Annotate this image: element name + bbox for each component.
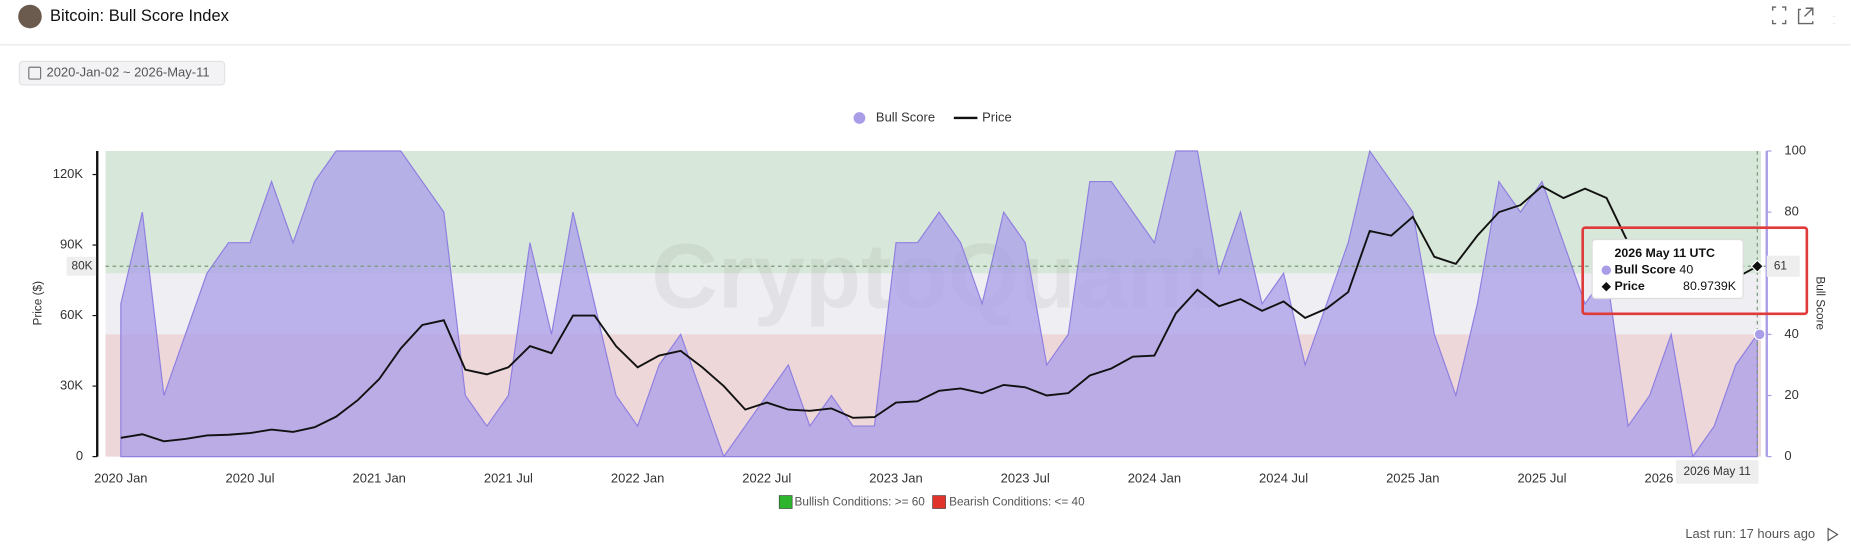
tooltip-name: Bull Score [1615, 262, 1676, 276]
crosshair-x-box [1675, 460, 1759, 484]
crosshair-y2-label: 61 [1774, 259, 1787, 272]
calendar-icon [28, 66, 42, 80]
date-range-box[interactable] [18, 60, 226, 86]
y2-tick-label: 40 [1784, 326, 1798, 341]
band-legend-label: Bullish Conditions: >= 60 [795, 496, 926, 509]
price-point [1750, 259, 1765, 274]
x-tick-label: 2024 Jan [1128, 470, 1181, 485]
y2-tick-label: 0 [1784, 448, 1791, 463]
legend-label: Price [982, 109, 1012, 124]
y-axis-title: Price ($) [31, 281, 44, 326]
tooltip-name: Price [1615, 279, 1645, 293]
bull-score-area [120, 149, 1758, 459]
tooltip-marker [1601, 265, 1612, 275]
x-tick-label: 2023 Jan [869, 470, 922, 485]
toolbar[interactable] [1771, 6, 1836, 25]
band-legend-label: Bearish Conditions: <= 40 [949, 496, 1085, 509]
band-legend-marker [778, 495, 793, 509]
highlight-box [1581, 226, 1809, 316]
x-tick-label: 2020 Jan [94, 470, 147, 485]
run-icon[interactable] [1827, 527, 1839, 542]
y2-tick-label: 20 [1784, 387, 1798, 402]
x-tick-label: 2022 Jan [611, 470, 664, 485]
x-tick-label: 2021 Jan [353, 470, 406, 485]
x-tick-label: 2020 Jul [226, 470, 275, 485]
band-legend-marker [932, 495, 946, 509]
x-tick-label: 2023 Jul [1001, 470, 1050, 485]
y-tick-label: 60K [60, 307, 83, 322]
crosshair-x-label: 2026 May 11 [1684, 465, 1751, 478]
price-line [120, 185, 1758, 443]
page-title: Bitcoin: Bull Score Index [50, 7, 230, 25]
fullscreen-icon[interactable] [1771, 6, 1787, 25]
tooltip-value: 40 [1679, 262, 1693, 276]
tooltip-value: 80.9739K [1683, 279, 1737, 293]
x-tick-label: 2021 Jul [484, 470, 533, 485]
tooltip-marker [1601, 281, 1612, 292]
last-run: Last run: 17 hours ago [1685, 526, 1815, 541]
x-tick-label: 2022 Jul [742, 470, 791, 485]
x-tick-label: 2024 Jul [1259, 470, 1308, 485]
avatar [18, 4, 42, 29]
y2-tick-label: 80 [1784, 204, 1798, 219]
x-tick-label: 2025 Jan [1386, 470, 1439, 485]
y-tick-label: 90K [60, 236, 83, 251]
crosshair-y-box [66, 256, 97, 276]
crosshair-y-label: 80K [72, 259, 93, 272]
open-icon[interactable] [1797, 7, 1814, 25]
score-point [1753, 328, 1766, 341]
date-range[interactable]: 2020-Jan-02 ~ 2026-May-11 [46, 65, 209, 80]
crosshair-y2-box [1766, 255, 1800, 277]
tooltip-box [1591, 238, 1744, 300]
y2-axis-title: Bull Score [1814, 276, 1827, 330]
y-tick-label: 30K [60, 378, 83, 393]
x-tick-label: 2025 Jul [1517, 470, 1566, 485]
legend-label: Bull Score [876, 109, 935, 124]
y-tick-label: 0 [76, 448, 83, 463]
y-tick-label: 120K [53, 166, 84, 181]
y2-tick-label: 100 [1784, 142, 1806, 157]
tooltip-title: 2026 May 11 UTC [1615, 246, 1715, 260]
legend-marker [853, 112, 866, 124]
